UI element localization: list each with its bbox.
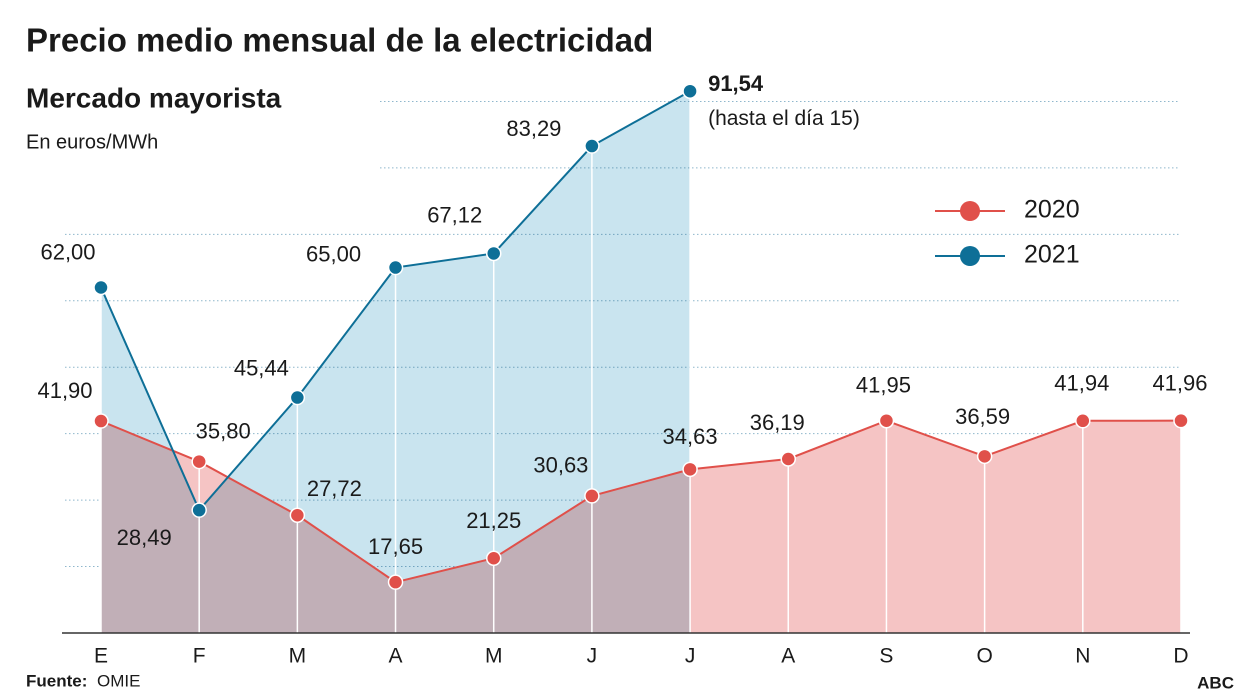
- marker: [93, 279, 109, 296]
- marker: [387, 259, 404, 276]
- value-label: 36,19: [750, 410, 805, 435]
- x-tick-label: J: [587, 645, 598, 668]
- marker: [1075, 413, 1091, 429]
- value-label: 41,94: [1054, 371, 1109, 396]
- legend-label: 2020: [1024, 196, 1080, 224]
- marker: [780, 451, 797, 467]
- x-tick-label: A: [389, 645, 403, 668]
- x-tick-label: J: [685, 645, 696, 668]
- value-label: 62,00: [40, 239, 95, 264]
- marker: [289, 389, 306, 406]
- value-label: 41,90: [37, 378, 92, 403]
- marker: [387, 574, 404, 590]
- marker: [682, 461, 698, 478]
- marker: [584, 488, 600, 504]
- value-label: 27,72: [307, 476, 362, 501]
- marker: [584, 138, 600, 154]
- marker: [682, 83, 698, 99]
- marker: [485, 245, 502, 262]
- legend-marker: [960, 201, 980, 221]
- line: [100, 419, 1181, 584]
- brand: ABC: [1197, 673, 1234, 692]
- value-label: 30,63: [533, 453, 588, 478]
- annotation: (hasta el día 15): [708, 107, 860, 130]
- chart-title: Precio medio mensual de la electricidad: [26, 22, 653, 59]
- x-tick-label: E: [94, 645, 108, 668]
- legend-marker: [960, 246, 980, 266]
- x-tick-label: N: [1075, 645, 1090, 668]
- source: OMIE: [97, 671, 140, 690]
- value-label: 83,29: [506, 116, 561, 141]
- marker: [93, 413, 109, 429]
- value-label: 28,49: [117, 525, 172, 550]
- x-tick-label: M: [485, 645, 503, 668]
- value-label: 45,44: [234, 355, 289, 380]
- value-label: 41,95: [856, 373, 911, 398]
- x-tick-label: S: [879, 645, 893, 668]
- value-label: 41,96: [1152, 370, 1207, 395]
- value-label: 91,54: [708, 71, 764, 96]
- marker: [1173, 412, 1189, 429]
- x-tick-label: A: [781, 645, 795, 668]
- value-label: 67,12: [427, 202, 482, 227]
- value-label: 36,59: [955, 404, 1010, 429]
- y-axis-label: En euros/MWh: [26, 131, 158, 153]
- chart-subtitle: Mercado mayorista: [26, 82, 282, 113]
- value-label: 34,63: [663, 424, 718, 449]
- marker: [976, 448, 993, 465]
- marker: [485, 550, 502, 566]
- value-label: 65,00: [306, 241, 361, 266]
- legend-label: 2021: [1024, 241, 1080, 269]
- x-tick-label: F: [193, 645, 206, 668]
- marker: [878, 412, 895, 429]
- marker: [191, 502, 207, 518]
- marker: [289, 507, 306, 524]
- x-tick-label: D: [1173, 645, 1188, 668]
- marker: [191, 453, 207, 470]
- source-label: Fuente:: [26, 671, 87, 690]
- value-label: 17,65: [368, 534, 423, 559]
- x-tick-label: M: [289, 645, 307, 668]
- x-tick-label: O: [976, 645, 992, 668]
- value-label: 35,80: [196, 418, 251, 443]
- value-label: 21,25: [466, 508, 521, 533]
